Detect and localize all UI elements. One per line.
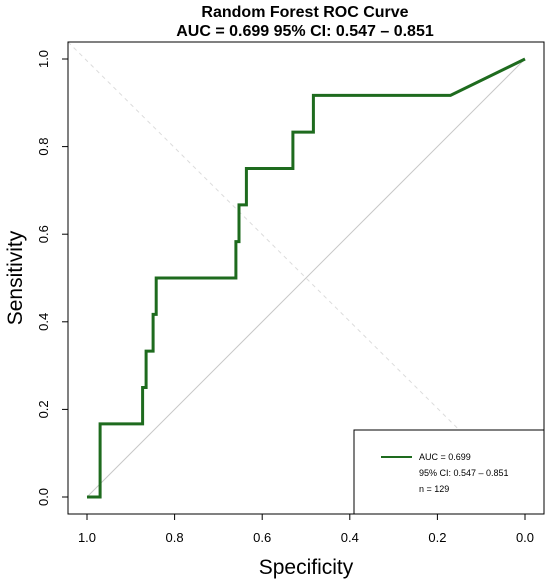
x-tick-label: 0.4: [341, 530, 359, 545]
chart-title: Random Forest ROC Curve: [201, 4, 408, 21]
x-axis-title: Specificity: [259, 556, 354, 579]
y-tick-label: 0.4: [36, 313, 51, 331]
x-tick-label: 0.6: [253, 530, 271, 545]
x-tick-label: 0.0: [516, 530, 534, 545]
roc-curve: [87, 57, 526, 499]
y-axis-title: Sensitivity: [4, 230, 27, 325]
legend-entry-auc: AUC = 0.699: [419, 452, 471, 462]
legend-entry-ci: 95% CI: 0.547 – 0.851: [419, 468, 509, 478]
y-tick-label: 0.6: [36, 225, 51, 243]
chart-subtitle: AUC = 0.699 95% CI: 0.547 – 0.851: [176, 23, 434, 40]
y-tick-label: 1.0: [36, 50, 51, 68]
legend-box: [353, 429, 545, 515]
x-tick-label: 1.0: [78, 530, 96, 545]
y-axis: 0.0 0.2 0.4 0.6 0.8 1.0: [36, 50, 69, 506]
y-tick-label: 0.2: [36, 400, 51, 418]
y-tick-label: 0.0: [36, 488, 51, 506]
y-tick-label: 0.8: [36, 138, 51, 156]
x-axis: 1.0 0.8 0.6 0.4 0.2 0.0: [78, 513, 534, 545]
reference-diagonal: [86, 58, 526, 498]
x-tick-label: 0.8: [166, 530, 184, 545]
legend-entry-n: n = 129: [419, 484, 449, 494]
legend: AUC = 0.699 95% CI: 0.547 – 0.851 n = 12…: [353, 429, 545, 515]
x-tick-label: 0.2: [428, 530, 446, 545]
